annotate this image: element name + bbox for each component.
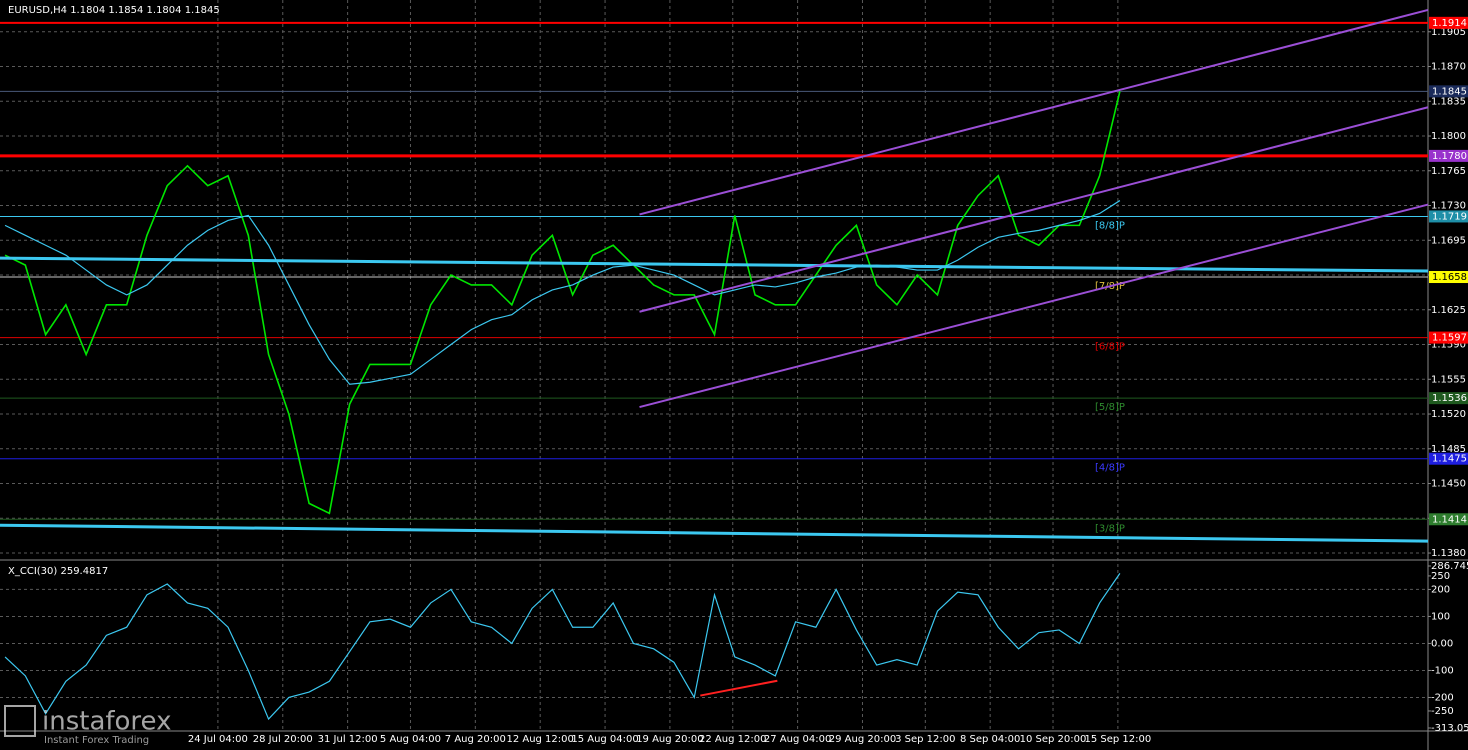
- x-tick-label: 10 Sep 20:00: [1020, 734, 1087, 745]
- level-label: 1.1914: [1432, 18, 1467, 29]
- x-tick-label: 29 Aug 20:00: [829, 734, 896, 745]
- murrey-tag: [6/8]P: [1095, 342, 1125, 353]
- level-label-bg: [1429, 452, 1468, 465]
- trend-line: [700, 679, 778, 697]
- trend-line: [0, 523, 1429, 543]
- y-tick-label: 250: [1431, 571, 1450, 582]
- x-tick-label: 27 Aug 04:00: [764, 734, 831, 745]
- level-label-bg: [1429, 392, 1468, 405]
- x-tick-label: 3 Sep 12:00: [895, 734, 955, 745]
- y-tick-label: 1.1870: [1431, 62, 1466, 73]
- y-tick-label: 200: [1431, 584, 1450, 595]
- y-tick-label: 1.1625: [1431, 305, 1466, 316]
- level-label: 1.1658: [1432, 272, 1467, 283]
- series-line: [4, 573, 1121, 721]
- x-tick-label: 24 Jul 04:00: [188, 734, 248, 745]
- level-label: 1.1597: [1432, 333, 1467, 344]
- trend-line: [639, 106, 1429, 313]
- level-label-bg: [1429, 513, 1468, 526]
- murrey-tag: [3/8]P: [1095, 523, 1125, 534]
- x-tick-label: 12 Aug 12:00: [506, 734, 573, 745]
- y-tick-label: 1.1485: [1431, 444, 1466, 455]
- x-tick-label: 28 Jul 20:00: [253, 734, 313, 745]
- watermark: instaforex Instant Forex Trading: [4, 705, 171, 746]
- logo-icon: [4, 705, 36, 737]
- murrey-tag: [8/8]P: [1095, 220, 1125, 231]
- level-label: 1.1536: [1432, 393, 1467, 404]
- slogan: Instant Forex Trading: [44, 735, 149, 746]
- y-tick-label: 1.1835: [1431, 96, 1466, 107]
- level-label-bg: [1429, 149, 1468, 162]
- trend-line: [0, 256, 1429, 273]
- y-tick-label: 0.00: [1431, 638, 1453, 649]
- y-tick-label: 286.7453: [1431, 561, 1468, 572]
- level-label: 1.1414: [1432, 514, 1467, 525]
- y-tick-label: -100: [1431, 665, 1454, 676]
- y-tick-label: 100: [1431, 611, 1450, 622]
- series-line: [4, 91, 1121, 515]
- level-label: 1.1780: [1432, 151, 1467, 162]
- level-label-bg: [1429, 331, 1468, 344]
- x-tick-label: 5 Aug 04:00: [380, 734, 441, 745]
- brand: instaforex: [42, 707, 171, 737]
- x-tick-label: 22 Aug 12:00: [699, 734, 766, 745]
- level-label-bg: [1429, 210, 1468, 223]
- y-tick-label: 1.1730: [1431, 201, 1466, 212]
- y-tick-label: 1.1380: [1431, 548, 1466, 559]
- y-tick-label: 1.1555: [1431, 374, 1466, 385]
- series-line: [4, 200, 1121, 385]
- x-tick-label: 7 Aug 20:00: [445, 734, 506, 745]
- pane-title: EURUSD,H4 1.1804 1.1854 1.1804 1.1845: [8, 5, 220, 16]
- x-tick-label: 31 Jul 12:00: [318, 734, 378, 745]
- y-tick-label: 1.1800: [1431, 131, 1466, 142]
- level-label: 1.1719: [1432, 211, 1467, 222]
- x-tick-label: 19 Aug 20:00: [636, 734, 703, 745]
- level-label-bg: [1429, 16, 1468, 29]
- level-label-bg: [1429, 85, 1468, 98]
- x-tick-label: 15 Sep 12:00: [1084, 734, 1151, 745]
- level-label-bg: [1429, 271, 1468, 284]
- y-tick-label: 1.1695: [1431, 235, 1466, 246]
- y-tick-label: -250: [1431, 706, 1454, 717]
- y-tick-label: 1.1520: [1431, 409, 1466, 420]
- y-tick-label: 1.1765: [1431, 166, 1466, 177]
- x-tick-label: 15 Aug 04:00: [571, 734, 638, 745]
- level-label: 1.1475: [1432, 454, 1467, 465]
- y-tick-label: 1.1905: [1431, 27, 1466, 38]
- y-tick-label: 1.1590: [1431, 340, 1466, 351]
- murrey-tag: [5/8]P: [1095, 402, 1125, 413]
- y-tick-label: -200: [1431, 692, 1454, 703]
- murrey-tag: [4/8]P: [1095, 463, 1125, 474]
- y-tick-label: 1.1450: [1431, 479, 1466, 490]
- y-tick-label: -313.053: [1431, 723, 1468, 734]
- pane-title: X_CCI(30) 259.4817: [8, 566, 108, 577]
- trend-line: [639, 8, 1429, 216]
- level-label: 1.1845: [1432, 86, 1467, 97]
- trend-line: [639, 203, 1429, 409]
- x-tick-label: 8 Sep 04:00: [960, 734, 1020, 745]
